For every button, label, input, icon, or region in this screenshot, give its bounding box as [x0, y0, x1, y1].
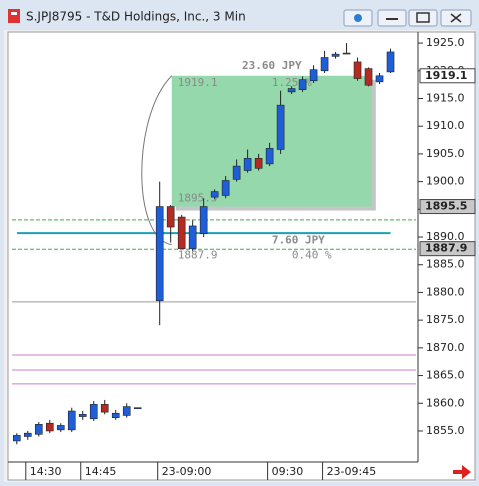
measure2-pct: 0.40 %: [292, 249, 332, 262]
y-tick-label: 1890.0: [426, 230, 465, 243]
y-tick-label: 1855.0: [426, 424, 465, 437]
y-tick-label: 1885.0: [426, 258, 465, 271]
x-tick-label: 23-09:00: [162, 465, 212, 478]
measure2-diff: 7.60 JPY: [272, 234, 325, 247]
candle-body: [45, 422, 54, 432]
y-tick-label: 1925.0: [426, 36, 465, 49]
y-tick-label: 1865.0: [426, 369, 465, 382]
minimize-link-button[interactable]: [343, 9, 373, 27]
measure-low: 1895.5: [178, 192, 218, 205]
candle-body: [309, 69, 318, 82]
maximize-button[interactable]: [408, 9, 438, 27]
candle-body: [254, 158, 263, 169]
candle-body: [221, 180, 230, 196]
candle-body: [89, 404, 98, 420]
candle-body: [78, 414, 87, 417]
candle-body: [199, 206, 208, 235]
candle-body: [364, 68, 373, 86]
measure2-low: 1887.9: [178, 249, 218, 262]
candle-body: [166, 206, 175, 228]
candle-body: [133, 407, 142, 409]
x-tick-label: 14:30: [30, 465, 62, 478]
y-tick-label: 1870.0: [426, 341, 465, 354]
price-tag-label: 1919.1: [425, 69, 467, 82]
candle-body: [265, 148, 274, 165]
candle-body: [375, 75, 384, 83]
price-tag-label: 1895.5: [425, 200, 467, 213]
window-title: S.JPJ8795 - T&D Holdings, Inc., 3 Min: [26, 10, 246, 24]
y-tick-label: 1915.0: [426, 91, 465, 104]
y-tick-label: 1900.0: [426, 175, 465, 188]
price-tag: [419, 199, 476, 215]
y-tick-label: 1910.0: [426, 119, 465, 132]
candle-body: [122, 406, 131, 416]
y-tick-label: 1860.0: [426, 396, 465, 409]
candle-body: [23, 432, 32, 437]
x-tick-label: 09:30: [272, 465, 304, 478]
minimize-button[interactable]: [377, 9, 407, 27]
candle-body: [353, 61, 362, 79]
price-tag: [419, 241, 476, 257]
y-tick-label: 1875.0: [426, 313, 465, 326]
y-tick-label: 1905.0: [426, 147, 465, 160]
candle-body: [232, 165, 241, 180]
candle-body: [12, 435, 21, 442]
candle-body: [276, 104, 285, 150]
app-icon: [8, 9, 20, 23]
candle-body: [67, 410, 76, 431]
y-tick-label: 1880.0: [426, 285, 465, 298]
candle-body: [210, 191, 219, 198]
candle-body: [188, 225, 197, 249]
x-tick-label: 14:45: [85, 465, 117, 478]
close-button[interactable]: [440, 9, 472, 27]
price-tag: [419, 68, 476, 84]
scroll-right-button[interactable]: [453, 465, 471, 479]
candle-body: [320, 57, 329, 72]
candle-body: [177, 216, 186, 249]
app-icon-mark: [11, 12, 17, 15]
candle-body: [287, 88, 296, 93]
measure-box: [171, 75, 372, 207]
price-tag-label: 1887.9: [425, 242, 467, 255]
candle-body: [56, 425, 65, 431]
candle-body: [331, 53, 340, 57]
candle-body: [111, 412, 120, 418]
x-tick-label: 23-09:45: [327, 465, 377, 478]
candle-body: [34, 424, 43, 435]
measure-diff: 23.60 JPY: [242, 59, 302, 72]
candle-body: [243, 158, 252, 171]
measure-high: 1919.1: [178, 76, 218, 89]
candle-body: [386, 51, 395, 73]
candle-body: [155, 206, 164, 302]
candle-body: [298, 79, 307, 90]
candle-body: [342, 52, 351, 55]
candle-body: [100, 404, 109, 413]
